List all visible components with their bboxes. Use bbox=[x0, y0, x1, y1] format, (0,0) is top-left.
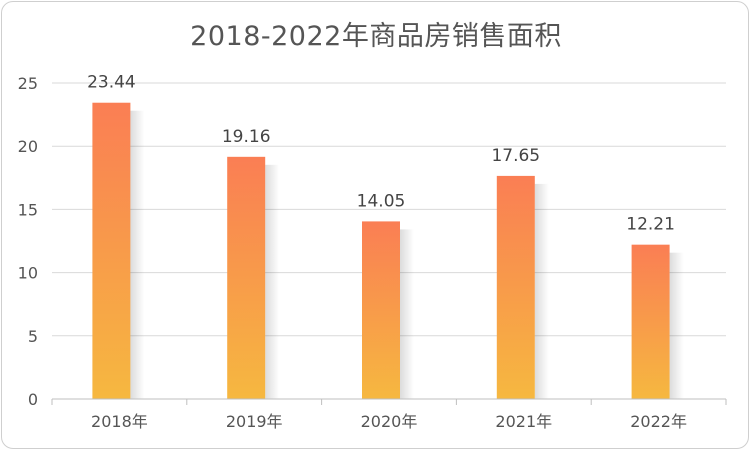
bar-shadow bbox=[130, 110, 145, 400]
data-label: 23.44 bbox=[87, 73, 136, 93]
data-label: 17.65 bbox=[491, 146, 540, 166]
y-tick-label: 25 bbox=[18, 74, 38, 93]
bar bbox=[92, 102, 131, 400]
x-tick-label: 2019年 bbox=[226, 412, 283, 431]
x-tick-label: 2020年 bbox=[361, 412, 418, 431]
bar-shadow bbox=[534, 183, 549, 399]
y-axis-ticks: 0 5 10 15 20 25 bbox=[18, 74, 38, 409]
x-tick-label: 2021年 bbox=[495, 412, 552, 431]
x-axis: 2018年 2019年 2020年 2021年 2022年 bbox=[51, 398, 727, 431]
bar-shadow bbox=[400, 229, 414, 399]
y-tick-label: 10 bbox=[18, 264, 38, 283]
bar bbox=[227, 156, 266, 399]
bar bbox=[362, 221, 400, 399]
y-tick-label: 20 bbox=[18, 137, 38, 156]
bar bbox=[631, 244, 670, 399]
bar bbox=[496, 175, 535, 399]
x-tick-label: 2022年 bbox=[630, 412, 687, 431]
data-label: 14.05 bbox=[357, 191, 406, 211]
bars: 23.44 19.16 14.05 17.65 12.21 bbox=[87, 73, 684, 400]
bar-shadow bbox=[265, 164, 280, 399]
bar-shadow bbox=[669, 252, 684, 399]
data-label: 12.21 bbox=[626, 215, 675, 235]
y-tick-label: 15 bbox=[18, 200, 38, 219]
y-tick-label: 5 bbox=[28, 327, 38, 346]
data-label: 19.16 bbox=[222, 127, 271, 147]
chart-title: 2018-2022年商品房销售面积 bbox=[190, 21, 562, 52]
y-tick-label: 0 bbox=[28, 390, 38, 409]
x-tick-label: 2018年 bbox=[91, 412, 148, 431]
